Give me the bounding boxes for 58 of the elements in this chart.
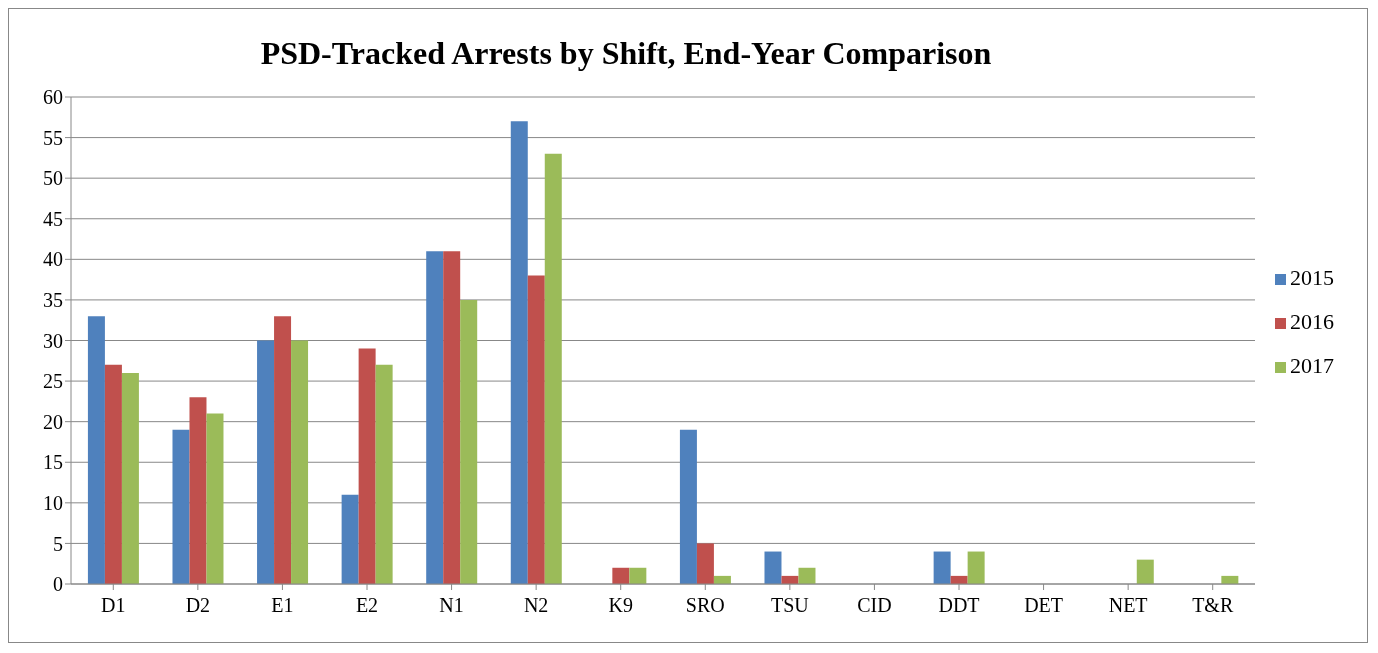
bar (104, 364, 122, 584)
bar (189, 397, 207, 584)
y-tick-label: 55 (43, 126, 63, 149)
bar (257, 340, 275, 584)
bar (967, 551, 985, 584)
bar (443, 251, 461, 584)
legend-label: 2015 (1290, 264, 1334, 290)
bar (172, 429, 190, 584)
x-tick-label: CID (857, 594, 892, 617)
bar (679, 429, 697, 584)
x-tick-label: T&R (1192, 594, 1234, 617)
y-tick-label: 10 (43, 491, 63, 514)
y-tick-label: 0 (53, 573, 63, 596)
bar (358, 348, 376, 584)
bar (629, 567, 647, 584)
bar (510, 121, 528, 584)
bar (121, 372, 139, 584)
x-tick-label: E1 (271, 594, 294, 617)
x-tick-label: N2 (523, 594, 549, 617)
y-tick-label: 35 (43, 289, 63, 312)
bar (206, 413, 224, 584)
x-tick-label: NET (1108, 594, 1148, 617)
y-tick-label: 25 (43, 370, 63, 393)
chart-title: PSD-Tracked Arrests by Shift, End-Year Comparison (259, 35, 993, 72)
y-tick-label: 15 (43, 451, 63, 474)
bar (544, 153, 562, 584)
y-tick-label: 40 (43, 248, 63, 271)
bar (375, 364, 393, 584)
y-tick-label: 20 (43, 410, 63, 433)
bar (527, 275, 545, 584)
bar (612, 567, 630, 584)
y-tick-label: 30 (43, 329, 63, 352)
bar (341, 494, 359, 584)
bar (933, 551, 951, 584)
y-tick-label: 50 (43, 167, 63, 190)
x-tick-label: TSU (770, 594, 810, 617)
legend-label: 2016 (1290, 308, 1334, 334)
x-tick-label: E2 (355, 594, 379, 617)
y-tick-label: 45 (43, 207, 63, 230)
bar (87, 316, 105, 584)
bar (764, 551, 782, 584)
y-tick-label: 60 (43, 86, 63, 109)
x-tick-label: SRO (685, 594, 725, 617)
bar (291, 340, 309, 584)
bar (460, 299, 478, 584)
x-tick-label: N1 (439, 594, 464, 617)
legend-label: 2017 (1290, 352, 1334, 378)
y-tick-label: 5 (53, 532, 63, 555)
bar (274, 316, 292, 584)
x-tick-label: D1 (101, 594, 126, 617)
x-tick-label: K9 (608, 594, 633, 617)
bar (426, 251, 444, 584)
x-tick-label: DET (1024, 594, 1064, 617)
bar (1136, 559, 1154, 584)
x-tick-label: DDT (938, 594, 980, 617)
bar (798, 567, 816, 584)
bar (696, 543, 714, 584)
x-tick-label: D2 (185, 594, 211, 617)
